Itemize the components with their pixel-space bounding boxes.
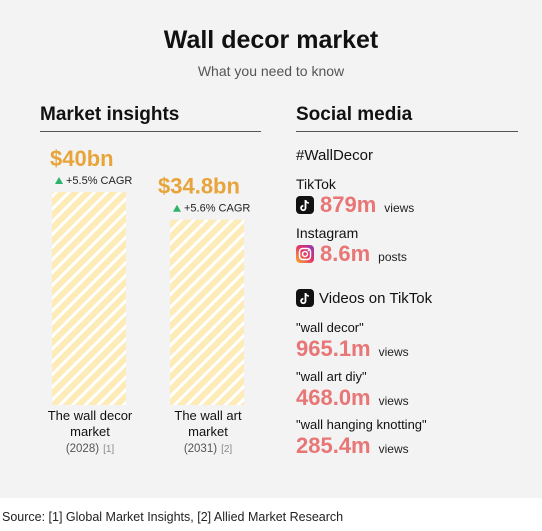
- instagram-posts-value: 8.6m: [320, 241, 371, 266]
- category-label-line: The wall decor: [47, 408, 133, 423]
- query-stat-row: 468.0m views: [296, 385, 409, 411]
- videos-heading-text: Videos on TikTok: [319, 289, 433, 307]
- category-label-line: The wall art: [174, 408, 242, 423]
- bar-0: [52, 192, 126, 405]
- cagr-label: +5.6% CAGR: [184, 203, 250, 215]
- instagram-icon: [296, 245, 314, 263]
- query-views-value: 468.0m: [296, 385, 371, 410]
- query-stat-row: 965.1m views: [296, 336, 409, 362]
- market-bar-chart: $40bn +5.5% CAGR $34.8bn +5.6% CAGR: [50, 146, 250, 405]
- query-views-unit: views: [378, 394, 409, 408]
- source-footnote: Source: [1] Global Market Insights, [2] …: [2, 510, 344, 524]
- year-label: (2028): [65, 443, 100, 455]
- hashtag-label: #WallDecor: [296, 147, 373, 164]
- tiktok-stat-row: 879m views: [296, 192, 414, 218]
- category-year-wall-decor: (2028) [1]: [40, 443, 140, 455]
- query-views-value: 285.4m: [296, 433, 371, 458]
- up-arrow-icon: [173, 204, 181, 212]
- category-label-line: market: [70, 424, 110, 439]
- platform-name-tiktok: TikTok: [296, 176, 336, 192]
- category-label-line: market: [188, 424, 228, 439]
- query-term: "wall hanging knotting": [296, 417, 427, 432]
- videos-on-tiktok-heading: Videos on TikTok: [296, 289, 432, 307]
- social-media-rule: [296, 131, 518, 132]
- reference-marker: [1]: [103, 444, 115, 455]
- tiktok-views-value: 879m: [320, 192, 377, 217]
- market-insights-heading: Market insights: [40, 104, 180, 125]
- instagram-stat-row: 8.6m posts: [296, 241, 407, 267]
- query-views-unit: views: [378, 442, 409, 456]
- year-label: (2031): [183, 443, 218, 455]
- query-views-unit: views: [378, 345, 409, 359]
- tiktok-views-unit: views: [384, 201, 415, 215]
- market-insights-rule: [40, 131, 261, 132]
- reference-marker: [2]: [221, 444, 233, 455]
- platform-name-instagram: Instagram: [296, 225, 359, 241]
- page-subtitle: What you need to know: [197, 63, 345, 79]
- category-label-wall-art: The wall art market: [158, 408, 258, 440]
- query-views-value: 965.1m: [296, 336, 371, 361]
- instagram-posts-unit: posts: [378, 250, 407, 264]
- category-label-wall-decor: The wall decor market: [40, 408, 140, 440]
- query-stat-row: 285.4m views: [296, 433, 409, 459]
- tiktok-icon: [296, 196, 314, 214]
- page-title: Wall decor market: [163, 26, 379, 54]
- query-term: "wall decor": [296, 320, 364, 335]
- tiktok-icon: [296, 289, 314, 307]
- up-arrow-icon: [55, 177, 63, 184]
- cagr-label: +5.5% CAGR: [66, 175, 132, 187]
- bar-value-label: $34.8bn: [158, 174, 240, 199]
- bar-value-label: $40bn: [50, 146, 114, 171]
- social-media-heading: Social media: [296, 104, 413, 125]
- query-term: "wall art diy": [296, 369, 367, 384]
- bar-1: [170, 219, 244, 405]
- category-year-wall-art: (2031) [2]: [158, 443, 258, 455]
